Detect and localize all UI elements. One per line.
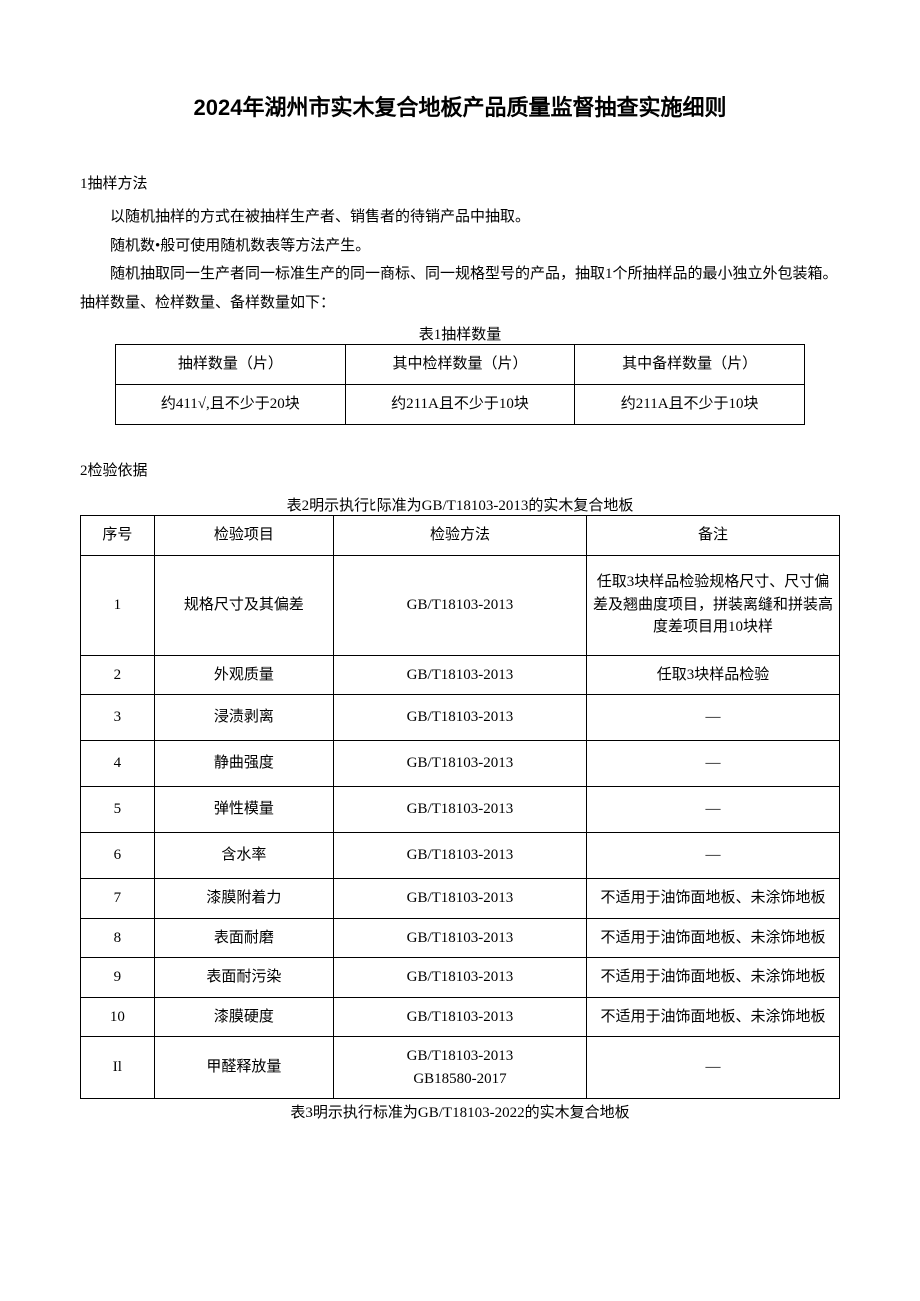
table-row: 5弹性模量GB/T18103-2013— [81, 787, 840, 833]
table-row: 7漆膜附着力GB/T18103-2013不适用于油饰面地板、未涂饰地板 [81, 879, 840, 919]
table2-cell-method: GB/T18103-2013 [333, 997, 586, 1037]
table2-cell-note: 不适用于油饰面地板、未涂饰地板 [586, 879, 839, 919]
section1-p3: 随机抽取同一生产者同一标准生产的同一商标、同一规格型号的产品，抽取1个所抽样品的… [80, 260, 840, 317]
table1-sampling-quantity: 抽样数量（片） 其中检样数量（片） 其中备样数量（片） 约411√,且不少于20… [115, 344, 805, 425]
table2-cell-seq: 10 [81, 997, 155, 1037]
table2-cell-item: 规格尺寸及其偏差 [154, 555, 333, 655]
table2-cell-seq: 8 [81, 918, 155, 958]
table2-cell-method: GB/T18103-2013 [333, 833, 586, 879]
table2-cell-seq: 3 [81, 695, 155, 741]
section2-heading: 2检验依据 [80, 459, 840, 480]
table2-cell-note: 不适用于油饰面地板、未涂饰地板 [586, 918, 839, 958]
table1-caption: 表1抽样数量 [80, 323, 840, 344]
table2-cell-item: 外观质量 [154, 655, 333, 695]
table2-cell-item: 含水率 [154, 833, 333, 879]
table2-col-item: 检验项目 [154, 516, 333, 556]
section1-heading: 1抽样方法 [80, 172, 840, 193]
table2-cell-method: GB/T18103-2013 [333, 741, 586, 787]
table2-cell-item: 静曲强度 [154, 741, 333, 787]
table2-col-seq: 序号 [81, 516, 155, 556]
table1-value-2: 约211A且不少于10块 [345, 385, 575, 425]
table2-cell-item: 表面耐磨 [154, 918, 333, 958]
table2-cell-seq: 7 [81, 879, 155, 919]
table-row: 6含水率GB/T18103-2013— [81, 833, 840, 879]
table2-cell-note: 任取3块样品检验 [586, 655, 839, 695]
table2-caption: 表2明示执行ﾋ际准为GB/T18103-2013的实木复合地板 [80, 494, 840, 515]
table2-col-method: 检验方法 [333, 516, 586, 556]
table2-cell-note: 不适用于油饰面地板、未涂饰地板 [586, 997, 839, 1037]
table2-cell-method: GB/T18103-2013 [333, 655, 586, 695]
table-row: 3浸渍剥离GB/T18103-2013— [81, 695, 840, 741]
section1-p2: 随机数•般可使用随机数表等方法产生。 [80, 232, 840, 261]
table2-cell-item: 弹性模量 [154, 787, 333, 833]
table2-cell-method: GB/T18103-2013 [333, 879, 586, 919]
table2-cell-note: — [586, 833, 839, 879]
table1-header-2: 其中检样数量（片） [345, 345, 575, 385]
table-row: 序号 检验项目 检验方法 备注 [81, 516, 840, 556]
page-title: 2024年湖州市实木复合地板产品质量监督抽查实施细则 [80, 90, 840, 122]
table2-cell-method: GB/T18103-2013 [333, 695, 586, 741]
table-row: 10漆膜硬度GB/T18103-2013不适用于油饰面地板、未涂饰地板 [81, 997, 840, 1037]
table-row: 约411√,且不少于20块 约211A且不少于10块 约211A且不少于10块 [116, 385, 805, 425]
table3-caption: 表3明示执行标准为GB/T18103-2022的实木复合地板 [80, 1101, 840, 1122]
table1-header-1: 抽样数量（片） [116, 345, 346, 385]
table2-cell-method: GB/T18103-2013 GB18580-2017 [333, 1037, 586, 1099]
table2-cell-item: 表面耐污染 [154, 958, 333, 998]
section1-p1: 以随机抽样的方式在被抽样生产者、销售者的待销产品中抽取。 [80, 203, 840, 232]
section-2: 2检验依据 [80, 459, 840, 480]
table-row: 8表面耐磨GB/T18103-2013不适用于油饰面地板、未涂饰地板 [81, 918, 840, 958]
table1-value-1: 约411√,且不少于20块 [116, 385, 346, 425]
table2-cell-seq: Il [81, 1037, 155, 1099]
table2-cell-method: GB/T18103-2013 [333, 787, 586, 833]
table2-cell-seq: 1 [81, 555, 155, 655]
table2-cell-seq: 6 [81, 833, 155, 879]
table1-value-3: 约211A且不少于10块 [575, 385, 805, 425]
table2-cell-seq: 2 [81, 655, 155, 695]
table2-cell-method: GB/T18103-2013 [333, 958, 586, 998]
table2-cell-note: — [586, 1037, 839, 1099]
table2-cell-seq: 4 [81, 741, 155, 787]
table-row: 9表面耐污染GB/T18103-2013不适用于油饰面地板、未涂饰地板 [81, 958, 840, 998]
table-row: 4静曲强度GB/T18103-2013— [81, 741, 840, 787]
table-row: 1规格尺寸及其偏差GB/T18103-2013任取3块样品检验规格尺寸、尺寸偏差… [81, 555, 840, 655]
table2-cell-item: 漆膜附着力 [154, 879, 333, 919]
table2-cell-note: 不适用于油饰面地板、未涂饰地板 [586, 958, 839, 998]
table2-cell-seq: 5 [81, 787, 155, 833]
table2-cell-item: 甲醛释放量 [154, 1037, 333, 1099]
table-row: 2外观质量GB/T18103-2013任取3块样品检验 [81, 655, 840, 695]
table2-cell-note: — [586, 741, 839, 787]
table2-col-note: 备注 [586, 516, 839, 556]
table2-inspection-basis: 序号 检验项目 检验方法 备注 1规格尺寸及其偏差GB/T18103-2013任… [80, 515, 840, 1099]
table-row: Il甲醛释放量GB/T18103-2013 GB18580-2017— [81, 1037, 840, 1099]
table2-cell-note: — [586, 695, 839, 741]
table2-cell-item: 浸渍剥离 [154, 695, 333, 741]
table1-header-3: 其中备样数量（片） [575, 345, 805, 385]
table2-cell-note: — [586, 787, 839, 833]
table2-cell-method: GB/T18103-2013 [333, 918, 586, 958]
table2-cell-item: 漆膜硬度 [154, 997, 333, 1037]
table2-cell-note: 任取3块样品检验规格尺寸、尺寸偏差及翘曲度项目，拼装离缝和拼装高度差项目用10块… [586, 555, 839, 655]
section-1: 1抽样方法 以随机抽样的方式在被抽样生产者、销售者的待销产品中抽取。 随机数•般… [80, 172, 840, 317]
table2-cell-method: GB/T18103-2013 [333, 555, 586, 655]
table-row: 抽样数量（片） 其中检样数量（片） 其中备样数量（片） [116, 345, 805, 385]
table2-cell-seq: 9 [81, 958, 155, 998]
